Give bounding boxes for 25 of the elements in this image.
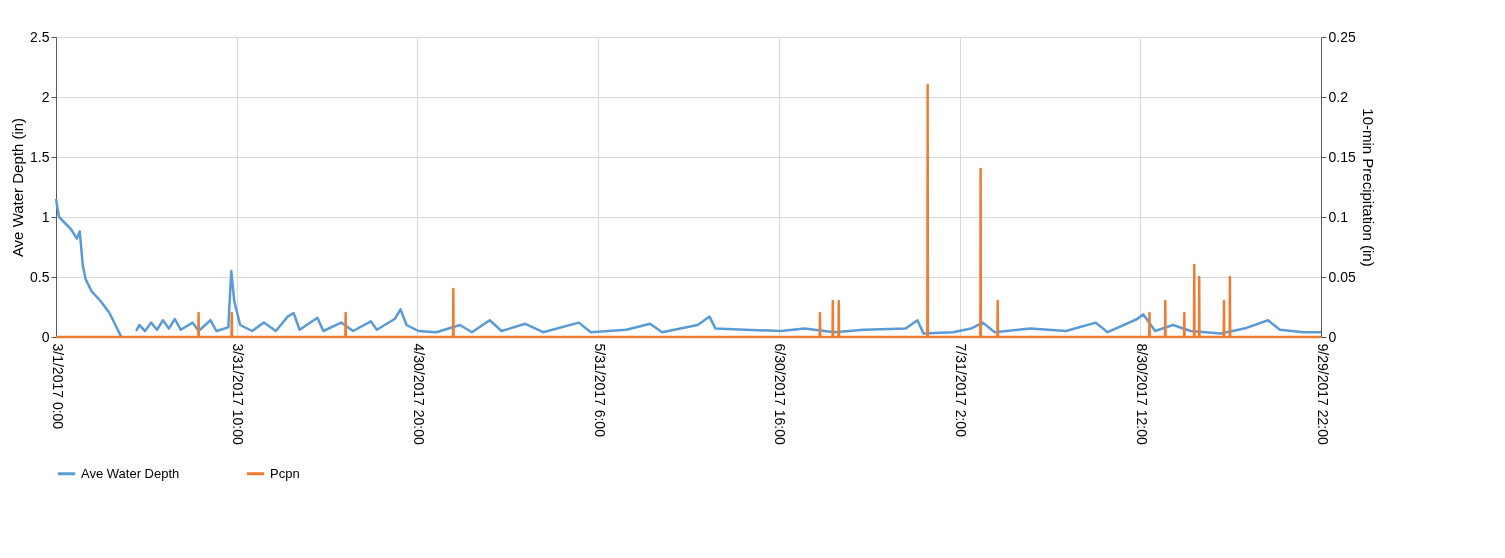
y2-tick-label: 0.05 xyxy=(1328,268,1356,285)
x-tick-label: 7/31/2017 2:00 xyxy=(953,343,970,438)
x-tick-label: 3/31/2017 10:00 xyxy=(230,343,247,445)
y-tick-label: 2 xyxy=(41,88,50,105)
legend-label: Pcpn xyxy=(270,465,300,481)
y-tick-label: 0 xyxy=(41,328,50,345)
y-tick-label: 2.5 xyxy=(30,28,50,45)
y2-tick-label: 0.25 xyxy=(1328,28,1356,45)
x-tick-label: 4/30/2017 20:00 xyxy=(410,343,427,445)
x-tick-label: 5/31/2017 6:00 xyxy=(591,343,608,438)
y-axis-title: Ave Water Depth (in) xyxy=(9,117,27,258)
y2-tick-label: 0.15 xyxy=(1328,148,1356,165)
x-tick-label: 8/30/2017 12:00 xyxy=(1133,343,1150,445)
y2-tick-label: 0.1 xyxy=(1328,208,1349,225)
line-series xyxy=(54,83,1323,339)
y2-axis-title: 10-min Precipitation (in) xyxy=(1359,108,1377,267)
legend-label: Ave Water Depth xyxy=(81,465,180,481)
y2-tick-label: 0 xyxy=(1328,328,1337,345)
y-tick-label: 1.5 xyxy=(30,148,50,165)
x-tick-label: 6/30/2017 16:00 xyxy=(772,343,789,445)
y-tick-label: 1 xyxy=(41,208,50,225)
x-tick-label: 9/29/2017 22:00 xyxy=(1314,343,1331,445)
y2-tick-label: 0.2 xyxy=(1328,88,1349,105)
x-tick-label: 3/1/2017 0:00 xyxy=(49,343,66,430)
y-tick-label: 0.5 xyxy=(30,268,50,285)
